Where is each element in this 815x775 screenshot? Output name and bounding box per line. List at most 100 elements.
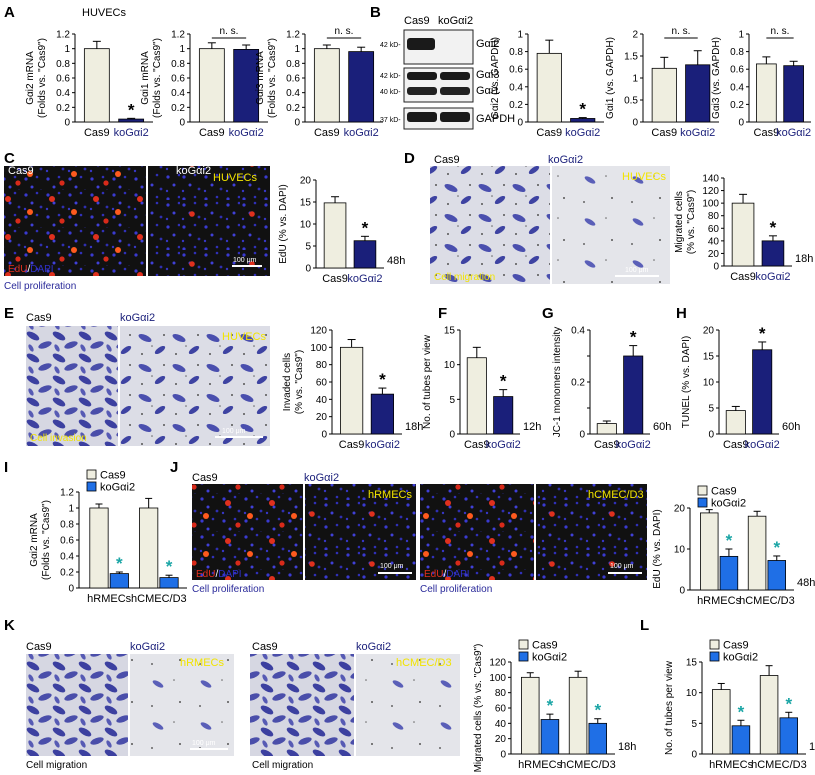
tick-label-d: 20 <box>708 249 720 260</box>
micrograph-d: Cas9 koGαi2 HUVECs 100 μm Cell migration <box>430 154 670 284</box>
micrograph-k-ko-label: koGαi2 <box>130 641 165 653</box>
legend-label-j: Cas9 <box>711 486 737 498</box>
y-label-a2: Gαi1 mRNA <box>140 51 151 105</box>
legend-label-l: koGαi2 <box>723 652 758 664</box>
scale-bar <box>215 436 263 438</box>
micrograph-c-cas9-label: Cas9 <box>8 165 34 177</box>
tick-label-i: 0 <box>68 584 74 595</box>
wb-kd-label: 42 kD- <box>380 42 401 49</box>
significance-star-j: * <box>773 538 780 557</box>
bar-j-ko-1 <box>767 560 786 591</box>
micrograph-d-ko <box>552 166 670 284</box>
legend-label-k: koGαi2 <box>532 652 567 664</box>
bar-a3-ko <box>348 51 375 123</box>
tick-label-a2: 1 <box>179 44 185 55</box>
bar-j-ko-0 <box>719 555 739 591</box>
bar-c-ko <box>353 240 377 269</box>
tick-label-c: 15 <box>300 198 312 209</box>
x-tick-label-d: koGαi2 <box>755 271 790 283</box>
scale-bar-label: 100 μm <box>380 563 404 570</box>
significance-star-c: * <box>362 218 369 237</box>
legend-label-k: Cas9 <box>532 640 558 652</box>
divider <box>534 484 536 580</box>
slash-text: / <box>443 569 446 580</box>
x-tick-label-b3: Cas9 <box>754 127 780 139</box>
bar-g-ko <box>623 355 644 435</box>
tick-label-i: 0.2 <box>60 568 74 579</box>
legend-label-j: koGαi2 <box>711 498 746 510</box>
x-tick-label-c: Cas9 <box>322 273 348 285</box>
x-tick-label-f: koGαi2 <box>486 439 521 451</box>
tick-label-j: 20 <box>674 504 686 515</box>
scale-bar-label: 100 μm <box>610 563 634 570</box>
scale-bar-label: 100 μm <box>192 740 216 747</box>
stain-label: EdU/DAPI <box>8 264 54 275</box>
y-label-a1: (Folds vs. "Cas9") <box>37 38 48 118</box>
micrograph-k-cell2-label: hCMEC/D3 <box>396 657 452 669</box>
tick-label-e: 20 <box>316 412 328 423</box>
wb-band <box>407 112 437 122</box>
x-tick-label-k: hRMECs <box>518 759 563 771</box>
tick-label-a2: 1.2 <box>171 30 185 41</box>
micrograph-c-caption: Cell proliferation <box>4 281 76 292</box>
bar-j-cas9-0 <box>700 512 719 591</box>
tick-label-b1: 1 <box>517 30 523 41</box>
significance-star-i: * <box>116 554 123 573</box>
x-tick-label-g: koGαi2 <box>616 439 651 451</box>
x-tick-label-l: hRMECs <box>709 759 754 771</box>
scale-bar <box>232 265 262 267</box>
x-tick-label-e: koGαi2 <box>365 439 400 451</box>
scale-bar-label: 100 μm <box>233 257 257 264</box>
tick-label-b2: 1.5 <box>624 52 638 63</box>
wb-band <box>407 72 437 80</box>
micrograph-e-cas9-label: Cas9 <box>26 312 52 324</box>
y-label-g: JC-1 monomers intensity <box>552 327 563 438</box>
significance-star-i: * <box>166 557 173 576</box>
micrograph-j-caption: Cell proliferation <box>420 584 492 595</box>
tick-label-b2: 2 <box>632 30 638 41</box>
bar-a1-cas9 <box>83 48 110 123</box>
wb-band <box>440 87 470 95</box>
bar-c-cas9 <box>323 202 347 269</box>
bar-b2-ko <box>685 64 711 123</box>
tick-label-c: 10 <box>300 220 312 231</box>
tick-label-i: 0.8 <box>60 520 74 531</box>
tick-label-b2: 0.5 <box>624 96 638 107</box>
tick-label-e: 60 <box>316 378 328 389</box>
divider <box>118 326 120 446</box>
tick-label-a3: 0.4 <box>286 88 300 99</box>
y-label-a2: (Folds vs. "Cas9") <box>152 38 163 118</box>
tick-label-b1: 0.4 <box>509 82 523 93</box>
bar-d-cas9 <box>731 202 755 267</box>
tick-label-k: 80 <box>495 688 507 699</box>
tick-label-a1: 0.4 <box>56 88 70 99</box>
wb-kd-label: 42 kD- <box>380 73 401 80</box>
micrograph-c: Cas9 koGαi2 HUVECs 100 μm EdU/DAPI Cell … <box>4 165 270 292</box>
edu-text: EdU <box>424 569 443 580</box>
edu-text: EdU <box>196 569 215 580</box>
tick-label-f: 5 <box>449 395 455 406</box>
bar-b1-cas9 <box>536 52 562 123</box>
tick-label-b1: 0.6 <box>509 65 523 76</box>
tick-label-h: 15 <box>703 352 715 363</box>
time-label-f: 12h <box>523 421 541 433</box>
x-tick-label-j: hCMEC/D3 <box>739 595 795 607</box>
tick-label-j: 10 <box>674 545 686 556</box>
divider <box>128 654 130 756</box>
time-label-g: 60h <box>653 421 671 433</box>
bar-i-cas9-1 <box>139 507 159 589</box>
micrograph-k: Cas9 koGαi2 Cas9 koGαi2 hRMECs hCMEC/D3 … <box>26 641 460 771</box>
y-label-h: TUNEL (% vs. DAPI) <box>681 336 692 428</box>
tick-label-l: 15 <box>686 658 698 669</box>
tick-label-b1: 0 <box>517 118 523 129</box>
x-tick-label-b1: Cas9 <box>536 127 562 139</box>
micrograph-c-cell-label: HUVECs <box>213 172 258 184</box>
stain-label: EdU/DAPI <box>424 569 470 580</box>
bar-h-ko <box>752 349 773 435</box>
bar-h-cas9 <box>725 410 746 435</box>
legend-swatch-l <box>709 639 720 650</box>
micrograph-c-ko-label: koGαi2 <box>176 165 211 177</box>
panel-label-g: G <box>542 305 554 322</box>
significance-star-l: * <box>738 702 745 721</box>
x-tick-label-a2: koGαi2 <box>229 127 264 139</box>
